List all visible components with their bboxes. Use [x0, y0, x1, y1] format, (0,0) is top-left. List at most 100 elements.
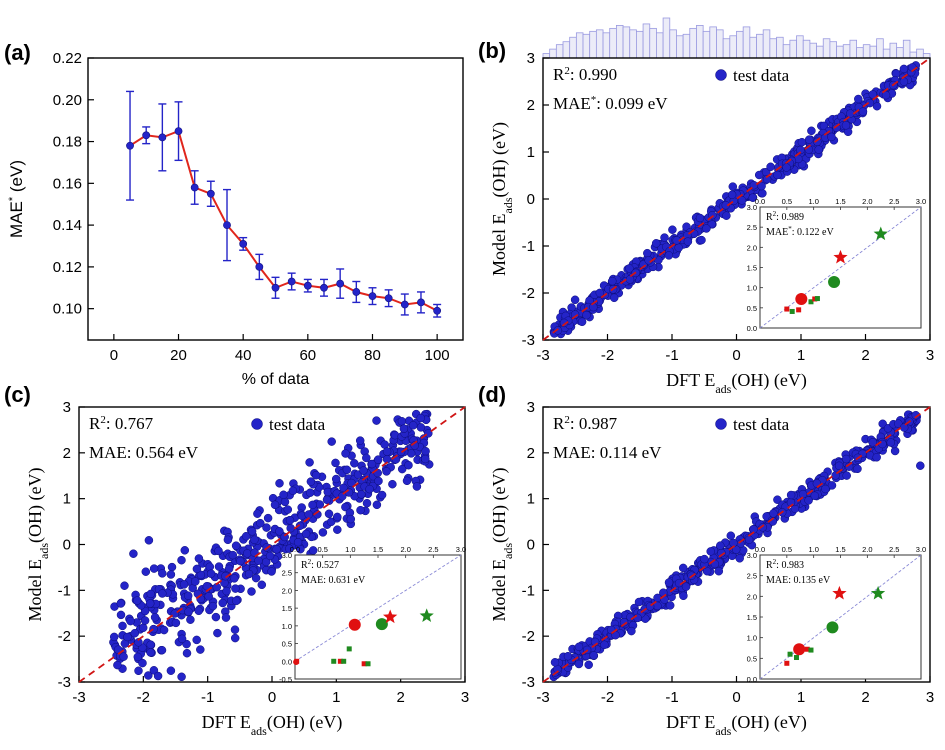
- scatter-point: [204, 592, 213, 601]
- scatter-point: [243, 549, 252, 558]
- scatter-point: [126, 616, 135, 626]
- scatter-point: [342, 465, 352, 475]
- mae-point: [174, 127, 183, 136]
- histogram-bar: [916, 48, 924, 59]
- scatter-point: [171, 618, 181, 628]
- scatter-point: [582, 310, 591, 320]
- x-tick-label-a: 100: [425, 347, 450, 364]
- plot-c: -3 -2 -1 0 1 2 3 -3 -2 -1 0 1 2 3 DFT Eads(OH) (eV) Mod…: [25, 399, 469, 738]
- scatter-point: [679, 591, 688, 601]
- scatter-point: [231, 596, 241, 606]
- mae-point: [223, 221, 231, 230]
- inset-square-point: [796, 307, 802, 313]
- y-tick-label-a: 0.16: [53, 175, 82, 192]
- scatter-point: [559, 318, 569, 328]
- scatter-point: [253, 509, 262, 518]
- x-tick-label-b: -1: [665, 347, 678, 364]
- x-tick-label-b: 2: [861, 347, 869, 364]
- y-tick-label-c: 0: [63, 537, 71, 554]
- scatter-point: [821, 484, 830, 494]
- plot-a: 0 20 40 60 80 100 0.10 0.12 0.14 0.16 0.18 0.20 0.22…: [7, 50, 464, 388]
- histogram-bar: [716, 29, 724, 59]
- scatter-point: [118, 621, 127, 631]
- scatter-point: [570, 295, 580, 305]
- panel-label-d: (d): [478, 382, 506, 407]
- inset-square-point: [812, 296, 818, 302]
- inset-square-point: [793, 655, 799, 661]
- histogram-bar: [589, 30, 597, 59]
- scatter-point: [221, 613, 231, 622]
- plot-b: -3 -2 -1 0 1 2 3 -3 -2 -1 0 1 2 3 DFT Eads(OH) (eV) Mod…: [489, 17, 934, 396]
- histogram-bar: [622, 26, 631, 59]
- scatter-point: [841, 454, 851, 464]
- scatter-point: [406, 449, 416, 458]
- inset-parity-line: [759, 206, 922, 329]
- histogram-bar: [736, 30, 744, 59]
- scatter-point: [153, 671, 163, 681]
- scatter-point: [865, 98, 875, 108]
- histogram-bar: [569, 36, 577, 59]
- scatter-point: [254, 556, 263, 565]
- inset-circle-point: [828, 276, 841, 289]
- mae-point: [400, 300, 409, 309]
- histogram-bar: [869, 45, 878, 59]
- inset-y-tick-label: 0.0: [747, 675, 757, 684]
- scatter-point: [333, 525, 342, 534]
- scatter-point: [272, 545, 281, 554]
- scatter-point: [362, 498, 372, 508]
- inset-square-point: [784, 306, 790, 312]
- legend-marker: [251, 418, 263, 430]
- scatter-point: [668, 225, 677, 234]
- scatter-point: [346, 514, 356, 524]
- scatter-point: [144, 536, 154, 545]
- scatter-point: [589, 651, 598, 660]
- scatter-point: [619, 617, 629, 627]
- scatter-point: [627, 626, 636, 636]
- scatter-point: [804, 496, 813, 505]
- inset-x-tick-label: 1.5: [835, 545, 845, 554]
- mae-point: [158, 133, 167, 142]
- scatter-point: [123, 632, 132, 642]
- scatter-point: [595, 288, 605, 298]
- scatter-point: [263, 513, 273, 523]
- scatter-point: [664, 578, 674, 587]
- inset-x-tick-label: 2.5: [889, 197, 899, 206]
- scatter-point: [116, 599, 126, 608]
- histogram-bar: [756, 33, 764, 59]
- scatter-point: [382, 467, 391, 476]
- plot-frame-a: [87, 57, 464, 341]
- scatter-point: [230, 633, 240, 643]
- scatter-point: [844, 462, 854, 471]
- r2-annotation: R2: 0.987: [553, 414, 618, 433]
- scatter-point: [716, 541, 725, 550]
- histogram-bar: [762, 29, 771, 59]
- scatter-point: [722, 211, 731, 220]
- scatter-point: [735, 554, 744, 563]
- scatter-point: [846, 109, 855, 118]
- scatter-point: [146, 648, 155, 657]
- scatter-point: [773, 170, 782, 180]
- inset-square-point: [365, 661, 371, 667]
- scatter-point: [842, 471, 851, 480]
- inset-x-tick-label: 2.0: [400, 545, 410, 554]
- scatter-point: [706, 547, 715, 556]
- x-tick-label-c: -2: [137, 689, 150, 706]
- scatter-point: [798, 489, 808, 499]
- mae-point: [142, 131, 151, 140]
- scatter-point: [796, 145, 805, 155]
- inset-y-tick-label: -0.5: [279, 675, 292, 684]
- scatter-point: [205, 562, 215, 572]
- inset-star-point: [833, 249, 848, 264]
- inset-square-point: [808, 647, 814, 653]
- mae-point: [303, 281, 312, 290]
- histogram-bar: [769, 38, 777, 59]
- scatter-point: [256, 518, 265, 528]
- scatter-point: [196, 570, 206, 580]
- scatter-point: [158, 569, 167, 578]
- scatter-point: [377, 490, 387, 500]
- scatter-point: [372, 500, 382, 510]
- histogram-bar: [882, 48, 891, 59]
- inset-square-point: [331, 658, 337, 664]
- scatter-point: [355, 436, 365, 445]
- y-tick-label-b: 0: [527, 191, 535, 208]
